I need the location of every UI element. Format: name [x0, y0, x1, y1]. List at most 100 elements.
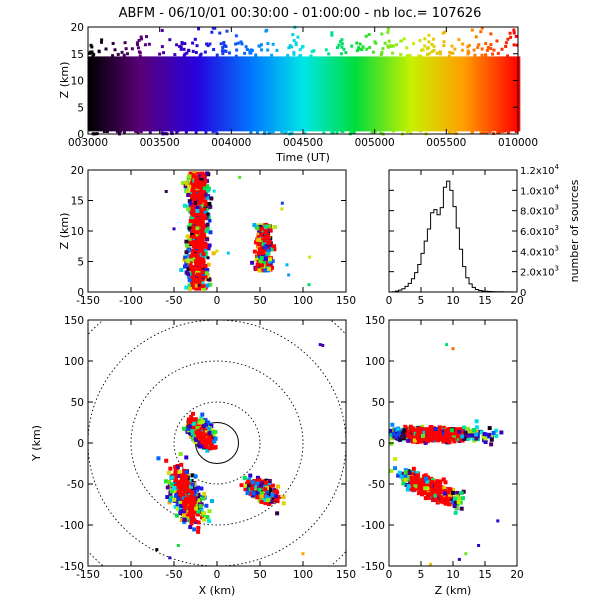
time-height-point: [447, 130, 451, 134]
time-height-point: [472, 48, 476, 52]
z-y-point: [465, 426, 470, 431]
time-height-point: [215, 53, 219, 57]
time-height-point: [443, 30, 447, 34]
x-y-point: [178, 494, 183, 499]
x-z-point: [200, 231, 205, 236]
x-y-point: [199, 507, 204, 512]
z-y-point: [456, 500, 461, 505]
z-y-point: [449, 431, 454, 436]
time-height-column: [106, 56, 109, 132]
x-y-point: [301, 552, 305, 556]
time-height-point: [496, 131, 500, 135]
time-height-column: [408, 56, 411, 132]
time-height-point: [287, 46, 291, 50]
x-y-point: [183, 489, 188, 494]
x-y-point: [198, 420, 203, 425]
x-y-point: [200, 419, 205, 424]
x-z-point: [194, 286, 199, 291]
x-z-point: [188, 171, 193, 176]
x-y-point: [209, 499, 214, 504]
time-height-point: [130, 47, 134, 51]
x-y-point: [259, 494, 264, 499]
time-height-point: [89, 43, 93, 47]
z-y-point: [429, 562, 433, 566]
time-height-point: [423, 44, 427, 48]
x-y-point: [246, 479, 251, 484]
x-z-y-label: Z (km): [58, 213, 71, 250]
time-height-column: [513, 56, 516, 132]
z-y-point: [410, 437, 415, 442]
x-z-point: [258, 224, 263, 229]
time-height-x-tick-label: 010000: [498, 137, 538, 149]
x-z-point: [206, 216, 211, 221]
x-y-point: [209, 443, 214, 448]
time-height-point: [91, 54, 95, 58]
z-y-point: [453, 510, 458, 515]
time-height-plot-area: [88, 25, 521, 136]
x-y-point: [196, 434, 201, 439]
z-y-y-tick-label: -100: [361, 520, 385, 532]
z-y-point: [409, 472, 414, 477]
time-height-column: [290, 56, 293, 132]
time-height-column: [122, 56, 126, 132]
x-y-point: [189, 514, 194, 519]
time-height-column: [88, 56, 91, 132]
x-z-point: [255, 262, 260, 267]
z-y-point: [428, 483, 433, 488]
time-height-point: [170, 130, 174, 134]
z-y-y-tick-label: 0: [378, 438, 385, 450]
time-height-column: [185, 56, 189, 132]
z-y-point: [420, 424, 425, 429]
x-y-point: [190, 431, 195, 436]
time-height-column: [240, 56, 244, 132]
time-height-column: [111, 56, 114, 132]
z-y-point: [441, 477, 446, 482]
x-z-point: [186, 266, 191, 271]
time-height-point: [380, 50, 384, 54]
time-height-point: [473, 53, 477, 57]
time-height-point: [438, 50, 442, 54]
z-y-y-tick-label: 100: [365, 356, 385, 368]
time-height-point: [158, 52, 162, 56]
x-y-point: [183, 497, 188, 502]
x-y-point: [181, 492, 186, 497]
time-height-column: [136, 56, 139, 132]
x-y-y-tick-label: 100: [64, 356, 84, 368]
z-y-point: [425, 486, 430, 491]
x-y-point: [199, 444, 204, 449]
z-y-point: [428, 490, 433, 495]
time-height-column: [161, 56, 164, 132]
time-height-point: [451, 51, 455, 55]
z-y-point: [499, 430, 504, 435]
x-z-point: [187, 237, 192, 242]
x-y-point: [261, 497, 266, 502]
x-y-point: [156, 456, 161, 461]
z-y-point: [451, 500, 456, 505]
x-y-y-tick-label: -150: [60, 561, 84, 573]
x-y-point: [192, 497, 197, 502]
z-y-point: [450, 497, 455, 502]
x-y-point: [176, 544, 180, 547]
time-height-point: [442, 44, 446, 48]
time-height-point: [182, 47, 186, 51]
z-y-point: [415, 476, 420, 481]
x-y-point: [187, 511, 192, 516]
x-z-point: [184, 250, 189, 255]
x-z-point: [189, 265, 194, 270]
z-y-point: [457, 429, 462, 434]
time-height-point: [361, 45, 365, 49]
time-height-column: [252, 56, 255, 132]
x-y-point: [179, 462, 184, 467]
time-height-point: [90, 50, 94, 54]
x-y-point: [168, 498, 173, 503]
time-height-column: [205, 56, 209, 132]
x-y-point: [195, 432, 200, 437]
x-y-point: [196, 498, 201, 503]
x-y-point: [179, 518, 184, 523]
x-y-point: [250, 493, 255, 498]
time-height-column: [287, 56, 290, 132]
x-y-point: [206, 427, 211, 432]
x-z-point: [192, 277, 197, 282]
time-height-column: [506, 56, 509, 132]
time-height-column: [250, 56, 254, 132]
